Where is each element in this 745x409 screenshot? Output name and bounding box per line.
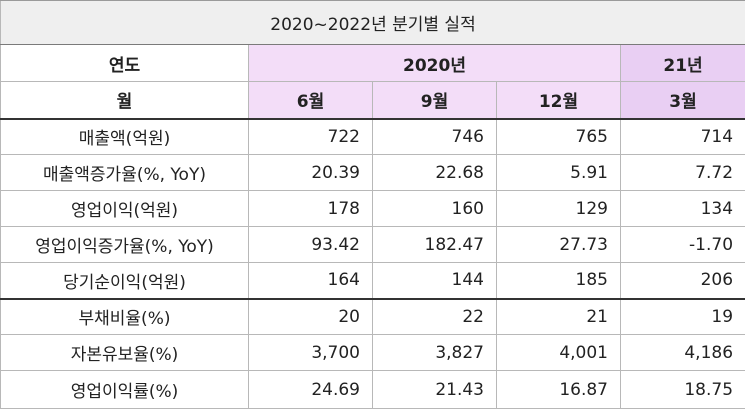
cell-value: 129	[497, 191, 621, 227]
table-row: 영업이익증가율(%, YoY) 93.42 182.47 27.73 -1.70	[1, 227, 745, 263]
cell-value: 765	[497, 119, 621, 155]
cell-value: 178	[249, 191, 373, 227]
cell-value: 16.87	[497, 371, 621, 409]
cell-value: 24.69	[249, 371, 373, 409]
cell-value: 22	[373, 299, 497, 335]
cell-value: 182.47	[373, 227, 497, 263]
month-header-mar: 3월	[621, 82, 745, 119]
table-row: 영업이익률(%) 24.69 21.43 16.87 18.75	[1, 371, 745, 409]
cell-value: 3,827	[373, 335, 497, 371]
row-label-net-income: 당기순이익(억원)	[1, 263, 249, 299]
cell-value: -1.70	[621, 227, 745, 263]
table-row: 영업이익(억원) 178 160 129 134	[1, 191, 745, 227]
row-label-revenue-growth: 매출액증가율(%, YoY)	[1, 155, 249, 191]
cell-value: 714	[621, 119, 745, 155]
cell-value: 164	[249, 263, 373, 299]
cell-value: 185	[497, 263, 621, 299]
cell-value: 160	[373, 191, 497, 227]
month-header-jun: 6월	[249, 82, 373, 119]
row-label-operating-profit-growth: 영업이익증가율(%, YoY)	[1, 227, 249, 263]
row-label-operating-profit: 영업이익(억원)	[1, 191, 249, 227]
cell-value: 22.68	[373, 155, 497, 191]
cell-value: 5.91	[497, 155, 621, 191]
table-row: 매출액증가율(%, YoY) 20.39 22.68 5.91 7.72	[1, 155, 745, 191]
table-row: 부채비율(%) 20 22 21 19	[1, 299, 745, 335]
month-header-label: 월	[1, 82, 249, 119]
cell-value: 7.72	[621, 155, 745, 191]
cell-value: 4,186	[621, 335, 745, 371]
table-row: 당기순이익(억원) 164 144 185 206	[1, 263, 745, 299]
table-title: 2020~2022년 분기별 실적	[1, 1, 745, 45]
cell-value: 4,001	[497, 335, 621, 371]
row-label-revenue: 매출액(억원)	[1, 119, 249, 155]
row-label-reserve-ratio: 자본유보율(%)	[1, 335, 249, 371]
row-label-debt-ratio: 부채비율(%)	[1, 299, 249, 335]
cell-value: 19	[621, 299, 745, 335]
cell-value: 18.75	[621, 371, 745, 409]
row-label-operating-margin: 영업이익률(%)	[1, 371, 249, 409]
cell-value: 206	[621, 263, 745, 299]
year-header-label: 연도	[1, 45, 249, 82]
cell-value: 21.43	[373, 371, 497, 409]
table-row: 매출액(억원) 722 746 765 714	[1, 119, 745, 155]
year-21-header: 21년	[621, 45, 745, 82]
table-row: 자본유보율(%) 3,700 3,827 4,001 4,186	[1, 335, 745, 371]
cell-value: 93.42	[249, 227, 373, 263]
month-header-sep: 9월	[373, 82, 497, 119]
year-2020-header: 2020년	[249, 45, 621, 82]
cell-value: 746	[373, 119, 497, 155]
cell-value: 144	[373, 263, 497, 299]
month-header-dec: 12월	[497, 82, 621, 119]
cell-value: 3,700	[249, 335, 373, 371]
cell-value: 20.39	[249, 155, 373, 191]
cell-value: 27.73	[497, 227, 621, 263]
cell-value: 722	[249, 119, 373, 155]
cell-value: 21	[497, 299, 621, 335]
cell-value: 134	[621, 191, 745, 227]
cell-value: 20	[249, 299, 373, 335]
